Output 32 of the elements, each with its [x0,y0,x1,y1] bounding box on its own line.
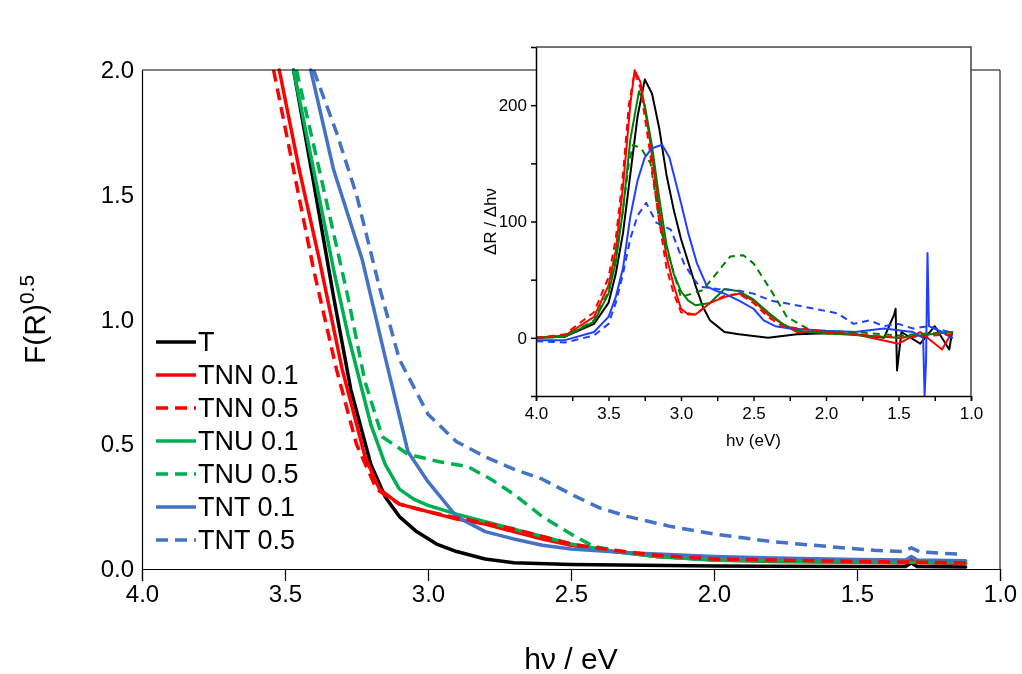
y-tick-label: 200 [498,96,527,116]
legend-label: T [198,327,215,358]
y-tick-label: 0.5 [100,430,134,458]
x-tick-label: 1.5 [887,404,911,424]
legend-label: TNN 0.5 [198,393,299,424]
x-tick-label: 3.0 [669,404,694,424]
x-axis-title: hν / eV [524,642,618,674]
legend-label: TNU 0.5 [198,459,299,490]
legend-label: TNN 0.1 [198,360,299,391]
x-tick-label: 1.5 [840,580,875,608]
x-tick-label: 2.0 [814,404,839,424]
x-tick-label: 3.5 [597,404,621,424]
y-tick-label: 1.0 [100,305,134,333]
x-tick-label: 4.0 [125,580,160,608]
x-tick-label: 4.0 [524,404,549,424]
x-tick-label: 1.0 [983,580,1018,608]
legend-label: TNU 0.1 [198,426,299,457]
y-tick-label: 1.5 [100,180,134,208]
x-tick-label: 2.5 [554,580,589,608]
y-axis-title: ΔR / Δhν [481,187,500,256]
legend-label: TNT 0.5 [198,525,296,556]
x-axis-title: hν (eV) [726,431,781,450]
x-tick-label: 2.5 [742,404,766,424]
y-tick-label: 0.0 [100,555,134,583]
y-tick-label: 2.0 [100,56,134,84]
x-tick-label: 3.0 [411,580,446,608]
x-tick-label: 2.0 [697,580,732,608]
y-tick-label: 0 [517,328,527,348]
legend-label: TNT 0.1 [198,492,296,523]
x-tick-label: 3.5 [268,580,303,608]
x-tick-label: 1.0 [959,404,984,424]
y-tick-label: 100 [498,212,527,232]
